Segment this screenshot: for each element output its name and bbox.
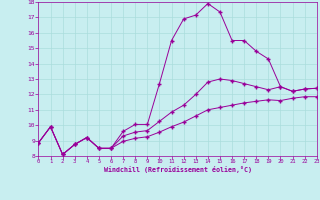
X-axis label: Windchill (Refroidissement éolien,°C): Windchill (Refroidissement éolien,°C): [104, 166, 252, 173]
